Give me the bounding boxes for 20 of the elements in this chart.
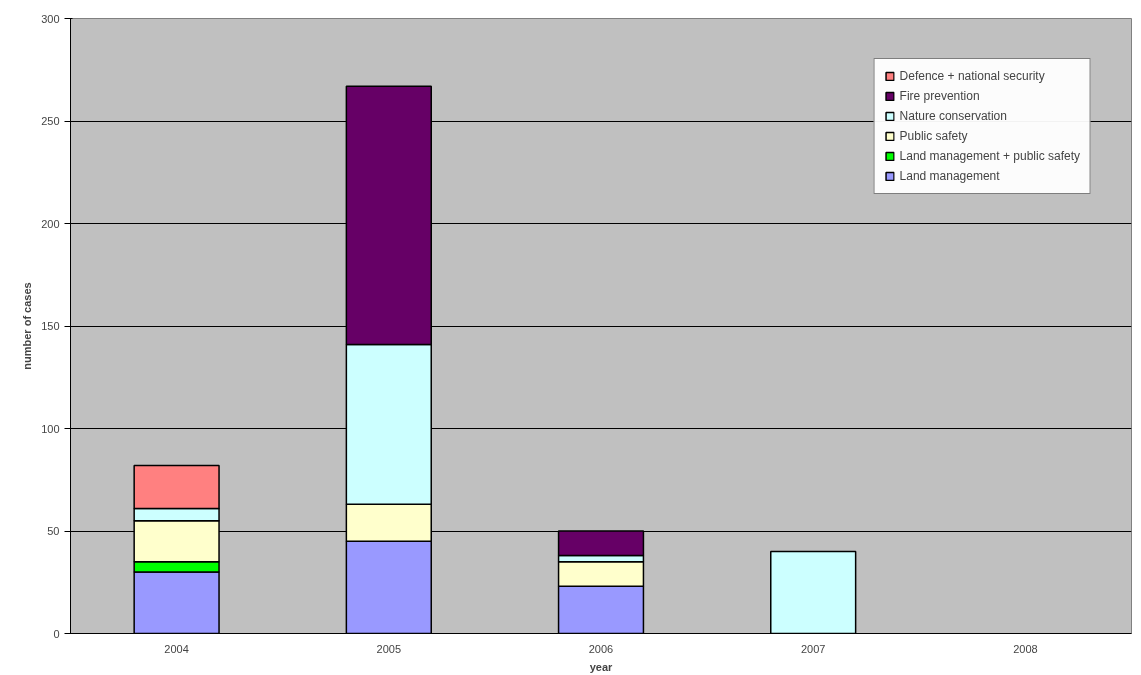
y-axis-title: number of cases [21,282,34,370]
y-tick-label: 200 [41,217,60,230]
y-tick-label: 150 [41,320,60,332]
y-tick-label: 250 [41,115,60,127]
y-tick-label: 0 [53,627,60,640]
legend-label: Defence + national security [899,69,1045,83]
legend-label: Nature conservation [899,109,1007,123]
x-tick-label: 2005 [376,642,402,655]
legend-label: Public safety [899,129,968,143]
x-tick-label: 2008 [1013,642,1038,655]
x-axis-title: year [589,660,614,673]
x-tick-label: 2007 [800,642,826,655]
y-tick-label: 100 [41,422,60,435]
y-tick-label: 300 [41,12,60,25]
y-tick-label: 50 [47,525,60,537]
legend-label: Fire prevention [899,89,980,103]
legend-label: Land management [899,169,1000,183]
legend-label: Land management + public safety [899,149,1080,163]
x-tick-label: 2004 [164,642,189,655]
x-tick-label: 2006 [588,642,614,655]
